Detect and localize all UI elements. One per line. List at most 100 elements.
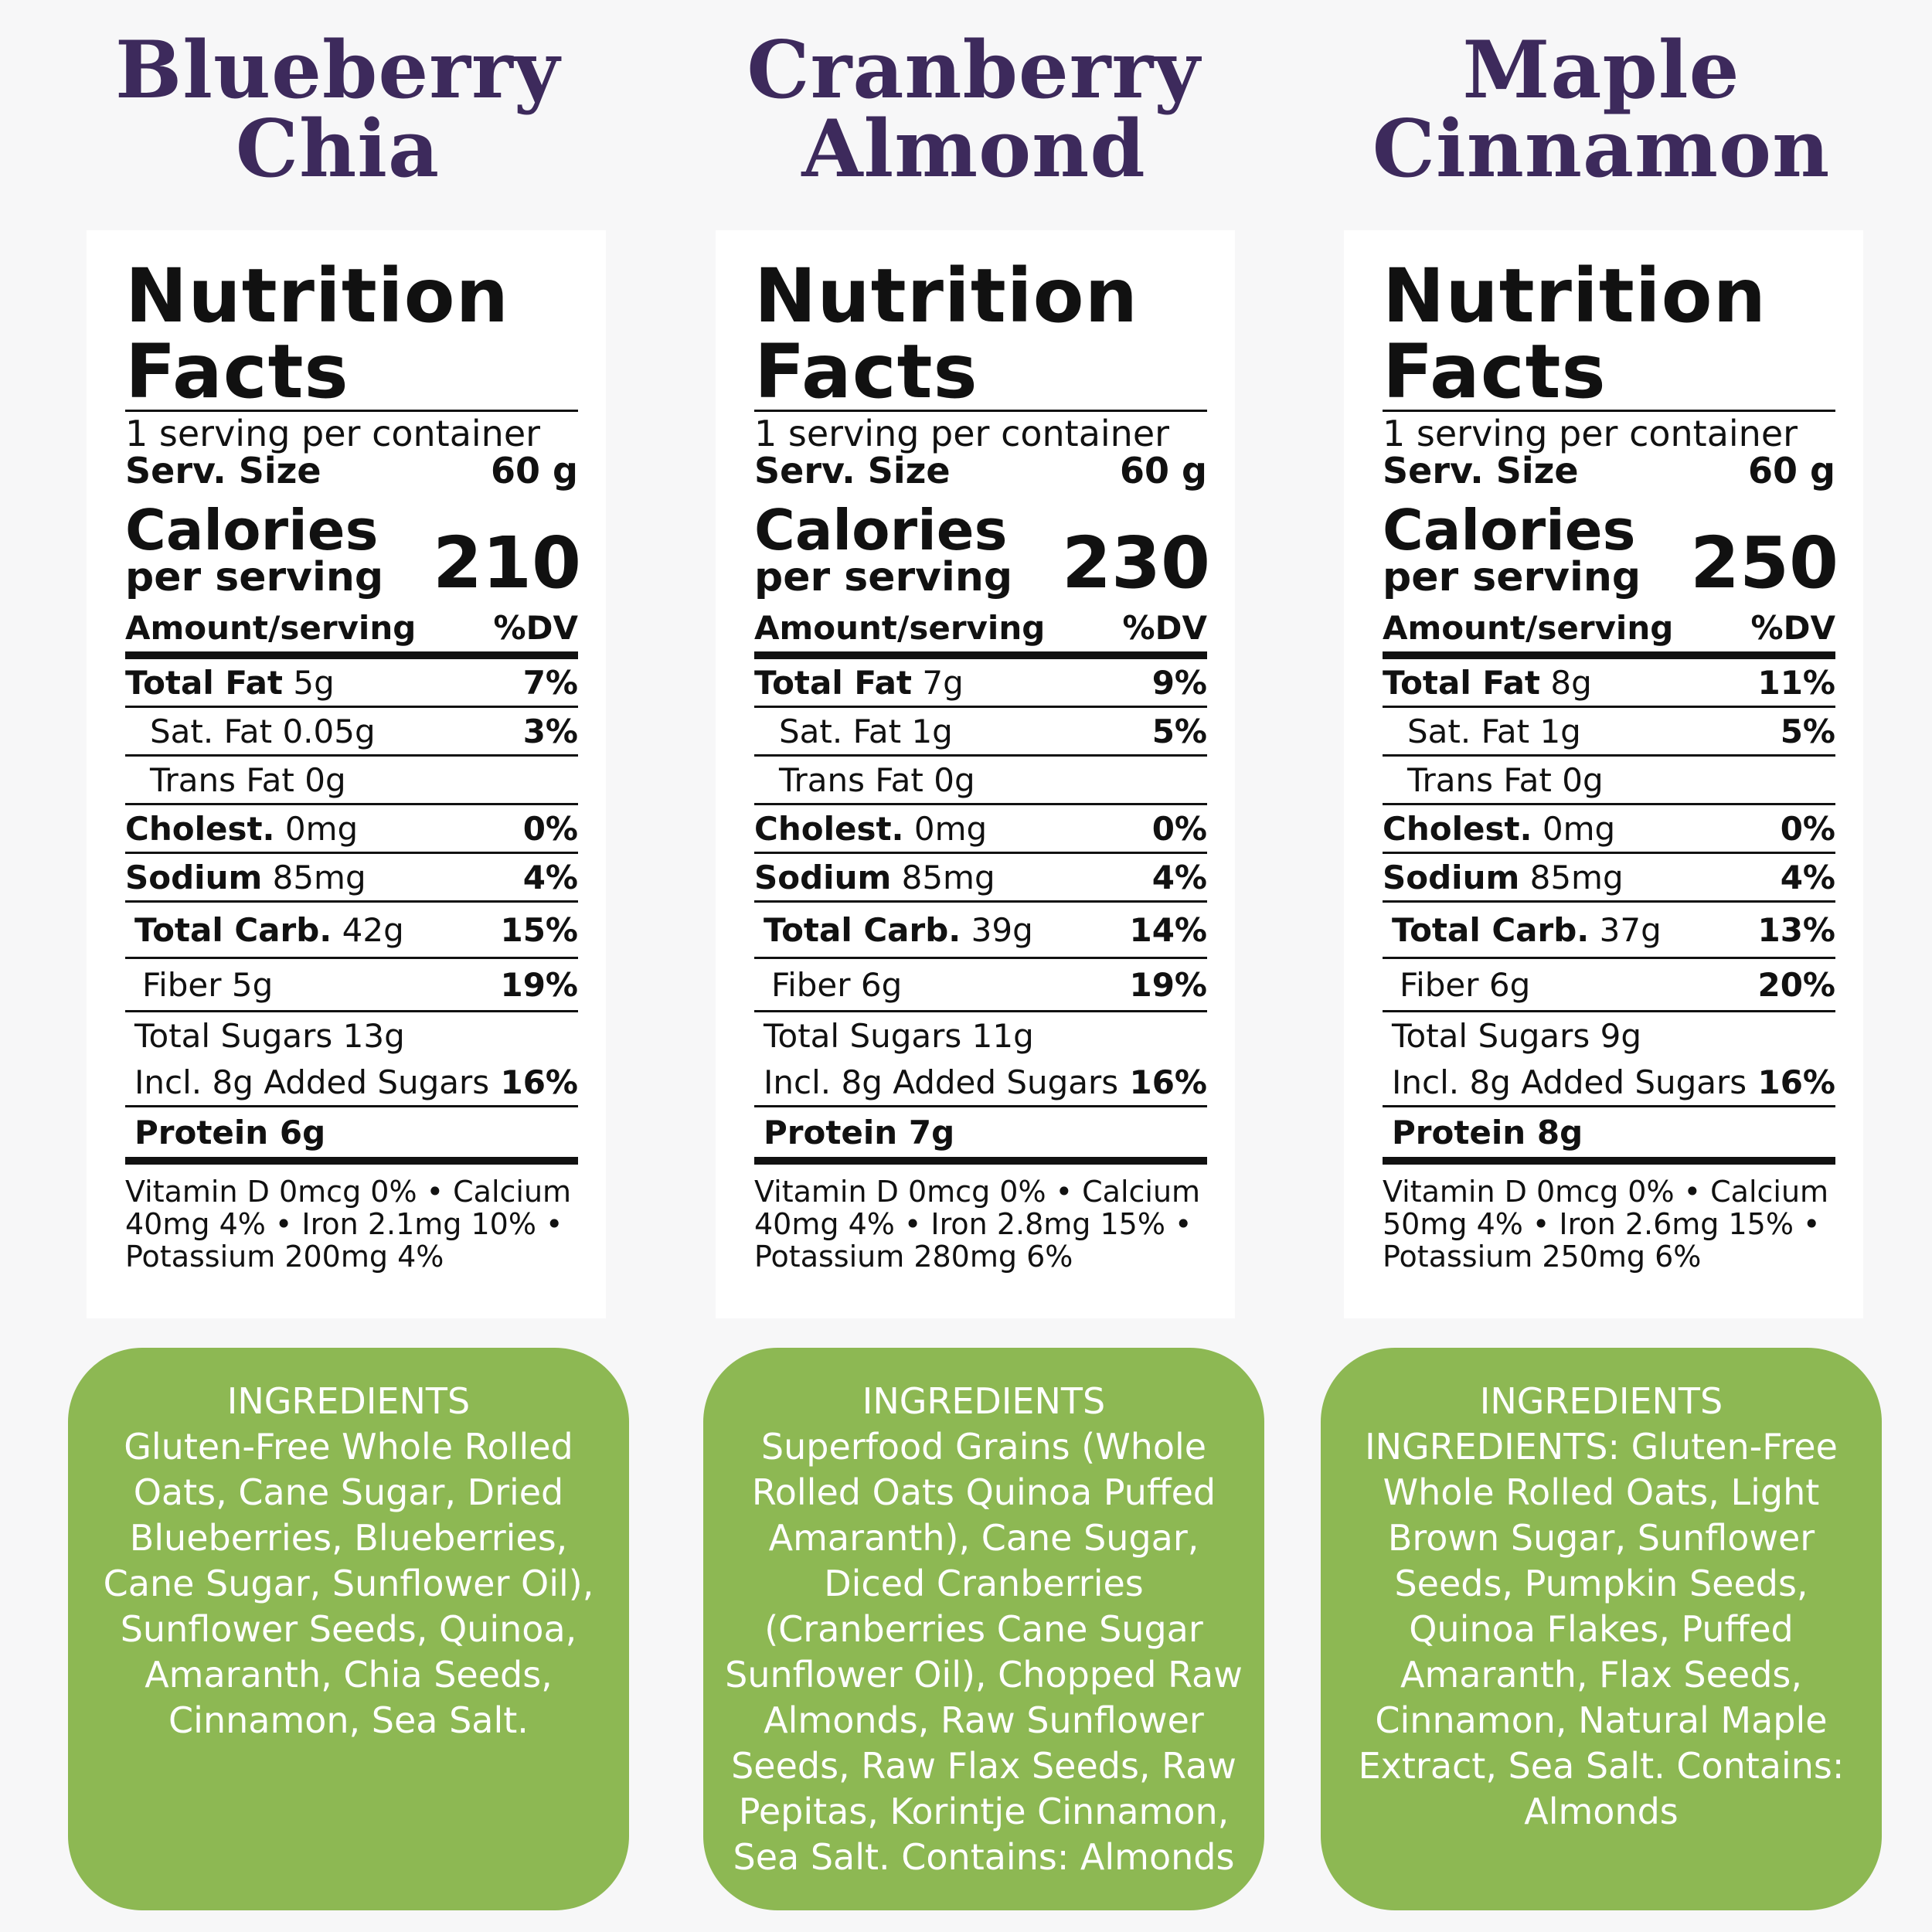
nutrient-dv: 9% [1151,663,1207,702]
serving-size-label: Serv. Size [1383,450,1579,492]
nutrient-dv: 16% [1129,1063,1207,1101]
nutrient-row-sodium: Sodium 85mg 4% [754,854,1207,903]
nutrient-label: Total Sugars [1392,1016,1590,1055]
ingredients-text: Superfood Grains (Whole Rolled Oats Quin… [725,1426,1243,1878]
flavor-title-line2: Cinnamon [1372,103,1831,196]
servings-per-container: 1 serving per container [754,413,1170,454]
nutrient-label: Incl. 8g Added Sugars [764,1063,1119,1101]
amount-per-serving-label: Amount/serving [125,609,417,647]
nutrient-dv: 15% [500,910,578,949]
nutrient-dv: 5% [1151,712,1207,750]
nutrient-row-sat-fat: Sat. Fat 1g 5% [754,708,1207,757]
divider-thick [754,651,1207,659]
nutrient-row-sat-fat: Sat. Fat 0.05g 3% [125,708,578,757]
nutrient-row-cholesterol: Cholest. 0mg 0% [125,805,578,854]
flavor-title-line1: Blueberry [115,24,560,117]
nutrient-label: Sat. Fat [150,712,273,750]
nutrient-row-fiber: Fiber 5g 19% [125,959,578,1012]
serving-size-value: 60 g [491,450,578,492]
per-serving-label: per serving [125,554,384,600]
nutrition-facts-title: Nutrition Facts [754,253,1138,415]
calories-label: Calories [754,498,1008,563]
nutrient-amount: 6g [279,1113,326,1151]
nutrient-row-trans-fat: Trans Fat 0g [125,757,578,805]
nutrient-label: Incl. 8g Added Sugars [1392,1063,1747,1101]
nutrient-label: Total Fat [754,663,913,702]
ingredients-text: INGREDIENTS: Gluten-Free Whole Rolled Oa… [1358,1426,1845,1832]
flavor-title-line1: Maple [1462,24,1740,117]
calories-value: 210 [432,522,581,604]
divider-thick [1383,1157,1835,1165]
nutrient-label: Incl. 8g Added Sugars [134,1063,490,1101]
ingredients-panel: INGREDIENTS INGREDIENTS: Gluten-Free Who… [1321,1348,1882,1910]
nutrition-facts-title: Nutrition Facts [125,253,509,415]
nutrient-label: Cholest. [125,809,275,848]
calories-value: 250 [1689,522,1838,604]
nutrient-amount: 7g [908,1113,955,1151]
ingredients-heading: INGREDIENTS [1479,1380,1723,1422]
nutrient-label: Trans Fat [150,760,294,799]
servings-per-container: 1 serving per container [125,413,541,454]
nutrient-dv: 14% [1129,910,1207,949]
nutrient-row-total-fat: Total Fat 7g 9% [754,659,1207,708]
nutrient-amount: 13g [342,1016,405,1055]
nutrient-dv: 19% [1129,965,1207,1004]
nutrient-label: Sat. Fat [1407,712,1530,750]
nutrient-amount: 0mg [284,809,359,848]
nutrient-amount: 37g [1599,910,1662,949]
divider [754,410,1207,412]
nutrient-label: Total Fat [1383,663,1541,702]
flavor-title-line1: Cranberry [747,24,1201,117]
calories-label: Calories [1383,498,1636,563]
nutrition-facts-label: Nutrition Facts 1 serving per container … [716,230,1235,1318]
vitamins-minerals: Vitamin D 0mcg 0% • Calcium 40mg 4% • Ir… [125,1175,572,1274]
nutrient-label: Total Carb. [1392,910,1590,949]
nutrient-row-total-sugars: Total Sugars 9g [1383,1012,1835,1059]
nutrient-amount: 85mg [1529,858,1624,896]
nutrient-dv: 13% [1757,910,1835,949]
nutrient-row-total-fat: Total Fat 5g 7% [125,659,578,708]
nutrient-dv: 0% [1780,809,1835,848]
nutrient-label: Protein [1392,1113,1526,1151]
amount-header: Amount/serving %DV [125,610,578,651]
calories-row: Calories per serving 230 [754,498,1210,604]
nutrient-amount: 1g [911,712,953,750]
nutrient-amount: 11g [971,1016,1034,1055]
divider-thick [125,651,578,659]
divider-thick [125,1157,578,1165]
nutrient-row-added-sugars: Incl. 8g Added Sugars 16% [1383,1059,1835,1107]
nutrient-label: Sat. Fat [779,712,902,750]
flavor-title-line2: Almond [801,103,1146,196]
nutrient-row-added-sugars: Incl. 8g Added Sugars 16% [754,1059,1207,1107]
nutrient-row-added-sugars: Incl. 8g Added Sugars 16% [125,1059,578,1107]
nutrient-amount: 85mg [901,858,995,896]
amount-header: Amount/serving %DV [1383,610,1835,651]
ingredients-panel: INGREDIENTS Superfood Grains (Whole Roll… [703,1348,1264,1910]
nutrient-amount: 8g [1536,1113,1583,1151]
nutrient-row-fiber: Fiber 6g 20% [1383,959,1835,1012]
nutrient-label: Total Fat [125,663,284,702]
calories-row: Calories per serving 250 [1383,498,1838,604]
nutrient-amount: 0g [1562,760,1604,799]
nutrient-row-cholesterol: Cholest. 0mg 0% [754,805,1207,854]
servings-per-container: 1 serving per container [1383,413,1798,454]
nutrient-label: Cholest. [754,809,904,848]
nutrient-amount: 0mg [1542,809,1616,848]
nutrient-label: Cholest. [1383,809,1532,848]
nutrient-dv: 4% [522,858,578,896]
nutrient-dv: 16% [1757,1063,1835,1101]
serving-size-value: 60 g [1748,450,1835,492]
nutrient-amount: 39g [971,910,1033,949]
nutrient-dv: 16% [500,1063,578,1101]
nutrient-dv: 0% [522,809,578,848]
nutrient-amount: 6g [1488,965,1531,1004]
nutrient-label: Fiber [142,965,222,1004]
nutrient-amount: 5g [231,965,274,1004]
nutrient-dv: 5% [1780,712,1835,750]
nutrient-row-total-carb: Total Carb. 39g 14% [754,903,1207,959]
nutrient-dv: 7% [522,663,578,702]
calories-value: 230 [1061,522,1210,604]
serving-size-label: Serv. Size [125,450,321,492]
nutrient-dv: 0% [1151,809,1207,848]
nutrient-label: Total Sugars [764,1016,962,1055]
